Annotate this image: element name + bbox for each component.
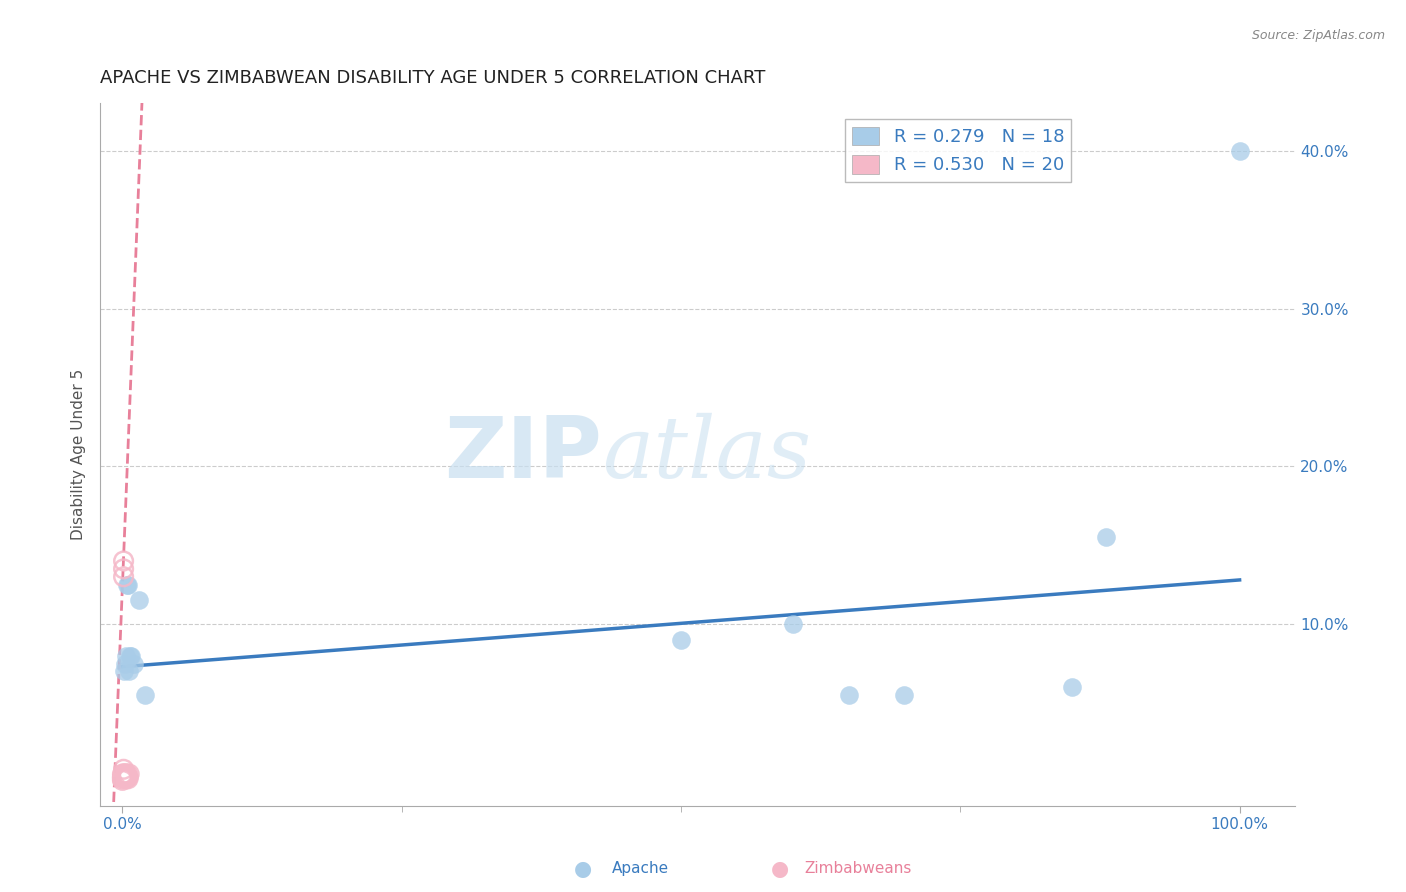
Point bbox=[134, 688, 156, 702]
Point bbox=[114, 767, 136, 781]
Y-axis label: Disability Age Under 5: Disability Age Under 5 bbox=[72, 369, 86, 540]
Text: Apache: Apache bbox=[612, 862, 669, 876]
Point bbox=[117, 772, 139, 786]
Point bbox=[782, 617, 804, 632]
Point bbox=[111, 767, 134, 781]
Point bbox=[118, 767, 141, 781]
Text: ZIP: ZIP bbox=[444, 413, 602, 496]
Point bbox=[114, 772, 136, 786]
Point bbox=[111, 772, 134, 786]
Text: Zimbabweans: Zimbabweans bbox=[804, 862, 911, 876]
Point bbox=[122, 657, 145, 671]
Point bbox=[112, 562, 135, 576]
Point bbox=[1094, 530, 1116, 544]
Point bbox=[112, 767, 135, 781]
Point bbox=[114, 657, 136, 671]
Point bbox=[1060, 680, 1083, 694]
Point bbox=[838, 688, 860, 702]
Point bbox=[112, 665, 135, 679]
Point bbox=[111, 770, 134, 784]
Point bbox=[118, 665, 141, 679]
Point bbox=[128, 593, 150, 607]
Point bbox=[120, 648, 142, 663]
Point bbox=[112, 554, 135, 568]
Point bbox=[112, 570, 135, 584]
Point bbox=[111, 770, 134, 784]
Point bbox=[111, 773, 134, 788]
Point bbox=[114, 767, 136, 781]
Text: Source: ZipAtlas.com: Source: ZipAtlas.com bbox=[1251, 29, 1385, 42]
Point bbox=[115, 770, 138, 784]
Point bbox=[117, 577, 139, 591]
Point bbox=[115, 577, 138, 591]
Point bbox=[669, 632, 692, 647]
Point bbox=[117, 770, 139, 784]
Text: atlas: atlas bbox=[602, 413, 811, 496]
Text: APACHE VS ZIMBABWEAN DISABILITY AGE UNDER 5 CORRELATION CHART: APACHE VS ZIMBABWEAN DISABILITY AGE UNDE… bbox=[100, 69, 765, 87]
Point bbox=[115, 767, 138, 781]
Text: ●: ● bbox=[772, 859, 789, 879]
Point bbox=[114, 770, 136, 784]
Point bbox=[893, 688, 915, 702]
Point bbox=[114, 770, 136, 784]
Point bbox=[112, 762, 135, 776]
Legend: R = 0.279   N = 18, R = 0.530   N = 20: R = 0.279 N = 18, R = 0.530 N = 20 bbox=[845, 120, 1071, 182]
Point bbox=[120, 648, 142, 663]
Point bbox=[114, 648, 136, 663]
Point bbox=[1229, 144, 1251, 158]
Text: ●: ● bbox=[575, 859, 592, 879]
